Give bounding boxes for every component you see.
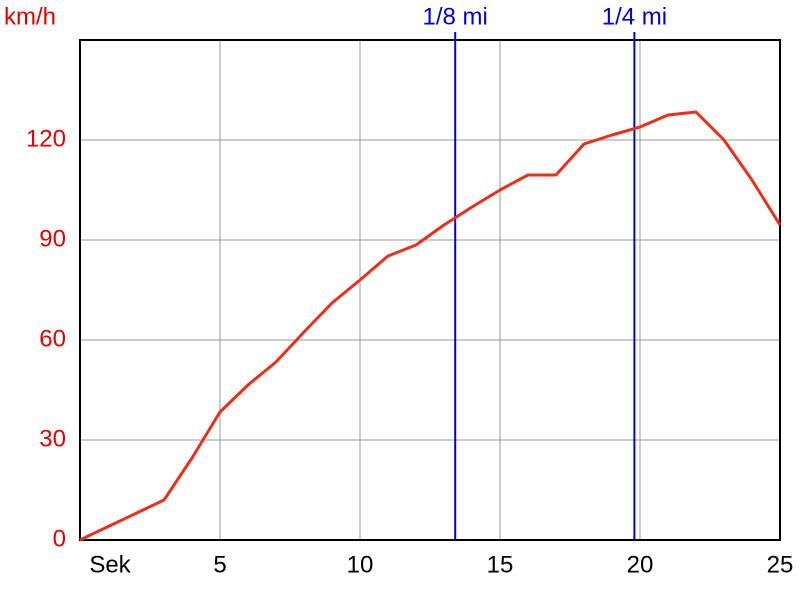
x-tick-label: 15	[487, 551, 514, 578]
y-tick-label: 30	[39, 425, 66, 452]
x-tick-label: 10	[347, 551, 374, 578]
plot-frame	[79, 39, 781, 541]
distance-label: 1/8 mi	[423, 3, 488, 30]
x-tick-label: 20	[627, 551, 654, 578]
distance-label: 1/4 mi	[602, 3, 667, 30]
y-tick-label: 60	[39, 325, 66, 352]
y-tick-label: 0	[53, 525, 66, 552]
speed-line	[79, 110, 782, 542]
y-tick-label: 120	[26, 125, 66, 152]
y-axis-label: km/h	[4, 3, 56, 30]
x-tick-label: 5	[213, 551, 226, 578]
x-axis-label: Sek	[89, 551, 131, 578]
x-tick-label: 25	[767, 551, 794, 578]
y-tick-label: 90	[39, 225, 66, 252]
